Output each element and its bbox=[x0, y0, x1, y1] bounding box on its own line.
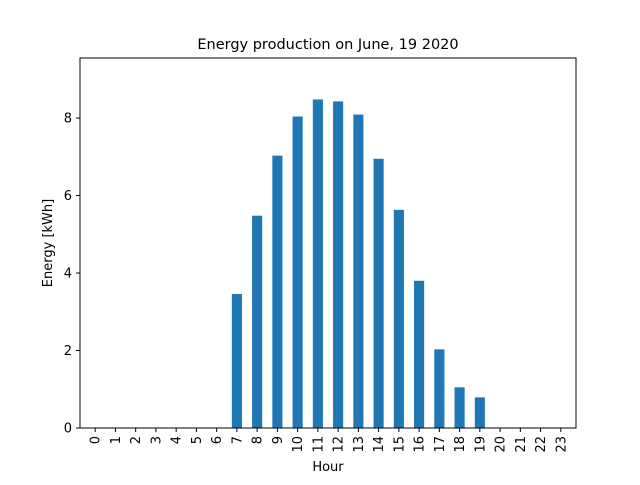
bar-hour-13 bbox=[353, 114, 364, 428]
x-tick-label: 5 bbox=[190, 436, 205, 444]
x-axis-label: Hour bbox=[312, 460, 344, 475]
x-tick-label: 1 bbox=[109, 436, 124, 444]
bar-hour-7 bbox=[231, 293, 242, 428]
x-tick-label: 13 bbox=[352, 436, 367, 453]
chart-title: Energy production on June, 19 2020 bbox=[197, 37, 458, 53]
bar-hour-15 bbox=[393, 209, 404, 428]
x-tick-label: 23 bbox=[554, 436, 569, 453]
x-tick-label: 0 bbox=[89, 436, 104, 444]
x-tick-label: 19 bbox=[473, 436, 488, 453]
x-tick-label: 22 bbox=[534, 436, 549, 453]
x-axis: 0 1 2 3 4 5 6 7 8 9 10 11 12 13 14 15 16 17 18 19 20 21 22 23 bbox=[89, 428, 569, 453]
bar-hour-9 bbox=[272, 155, 283, 428]
x-tick-label: 9 bbox=[271, 436, 286, 444]
bar-hour-11 bbox=[312, 99, 323, 429]
bar-hour-14 bbox=[373, 158, 384, 429]
x-tick-label: 21 bbox=[514, 436, 529, 453]
x-tick-label: 11 bbox=[311, 436, 326, 453]
x-tick-label: 20 bbox=[494, 436, 509, 453]
x-tick-label: 6 bbox=[210, 436, 225, 444]
y-tick-label: 2 bbox=[64, 344, 72, 359]
x-tick-label: 18 bbox=[453, 436, 468, 453]
x-tick-label: 2 bbox=[129, 436, 144, 444]
bar-hour-19 bbox=[474, 397, 485, 428]
x-tick-label: 17 bbox=[433, 436, 448, 453]
x-tick-label: 15 bbox=[392, 436, 407, 453]
x-tick-label: 4 bbox=[170, 436, 185, 444]
y-axis-label: Energy [kWh] bbox=[41, 199, 56, 287]
bar-hour-17 bbox=[434, 349, 445, 428]
bar-hour-16 bbox=[414, 280, 425, 428]
x-tick-label: 16 bbox=[413, 436, 428, 453]
x-tick-label: 14 bbox=[372, 436, 387, 453]
plot-frame bbox=[79, 57, 577, 429]
y-tick-label: 6 bbox=[64, 189, 72, 204]
y-axis: 0 2 4 6 8 bbox=[64, 112, 80, 437]
bar-hour-12 bbox=[333, 101, 344, 428]
y-tick-label: 8 bbox=[64, 112, 72, 127]
x-tick-label: 12 bbox=[332, 436, 347, 453]
bar-hour-10 bbox=[292, 116, 303, 428]
x-tick-label: 8 bbox=[251, 436, 266, 444]
y-tick-label: 4 bbox=[64, 267, 72, 282]
bar-series bbox=[231, 99, 485, 429]
bar-hour-8 bbox=[252, 215, 263, 428]
x-tick-label: 3 bbox=[149, 436, 164, 444]
y-tick-label: 0 bbox=[64, 422, 72, 437]
bar-hour-18 bbox=[454, 387, 465, 428]
x-tick-label: 7 bbox=[230, 436, 245, 444]
x-tick-label: 10 bbox=[291, 436, 306, 453]
